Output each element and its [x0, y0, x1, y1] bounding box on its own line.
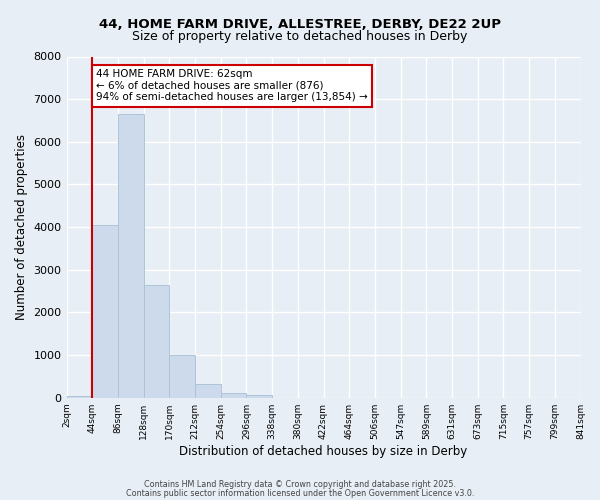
Bar	[67, 396, 92, 398]
Text: Size of property relative to detached houses in Derby: Size of property relative to detached ho…	[133, 30, 467, 43]
Bar	[92, 225, 118, 398]
Y-axis label: Number of detached properties: Number of detached properties	[15, 134, 28, 320]
Bar	[169, 355, 195, 398]
Bar	[247, 395, 272, 398]
Bar	[118, 114, 143, 398]
X-axis label: Distribution of detached houses by size in Derby: Distribution of detached houses by size …	[179, 444, 467, 458]
Bar	[221, 393, 247, 398]
Text: Contains public sector information licensed under the Open Government Licence v3: Contains public sector information licen…	[126, 488, 474, 498]
Text: 44, HOME FARM DRIVE, ALLESTREE, DERBY, DE22 2UP: 44, HOME FARM DRIVE, ALLESTREE, DERBY, D…	[99, 18, 501, 30]
Text: 44 HOME FARM DRIVE: 62sqm
← 6% of detached houses are smaller (876)
94% of semi-: 44 HOME FARM DRIVE: 62sqm ← 6% of detach…	[96, 70, 368, 102]
Bar	[143, 284, 169, 398]
Bar	[195, 384, 221, 398]
Text: Contains HM Land Registry data © Crown copyright and database right 2025.: Contains HM Land Registry data © Crown c…	[144, 480, 456, 489]
